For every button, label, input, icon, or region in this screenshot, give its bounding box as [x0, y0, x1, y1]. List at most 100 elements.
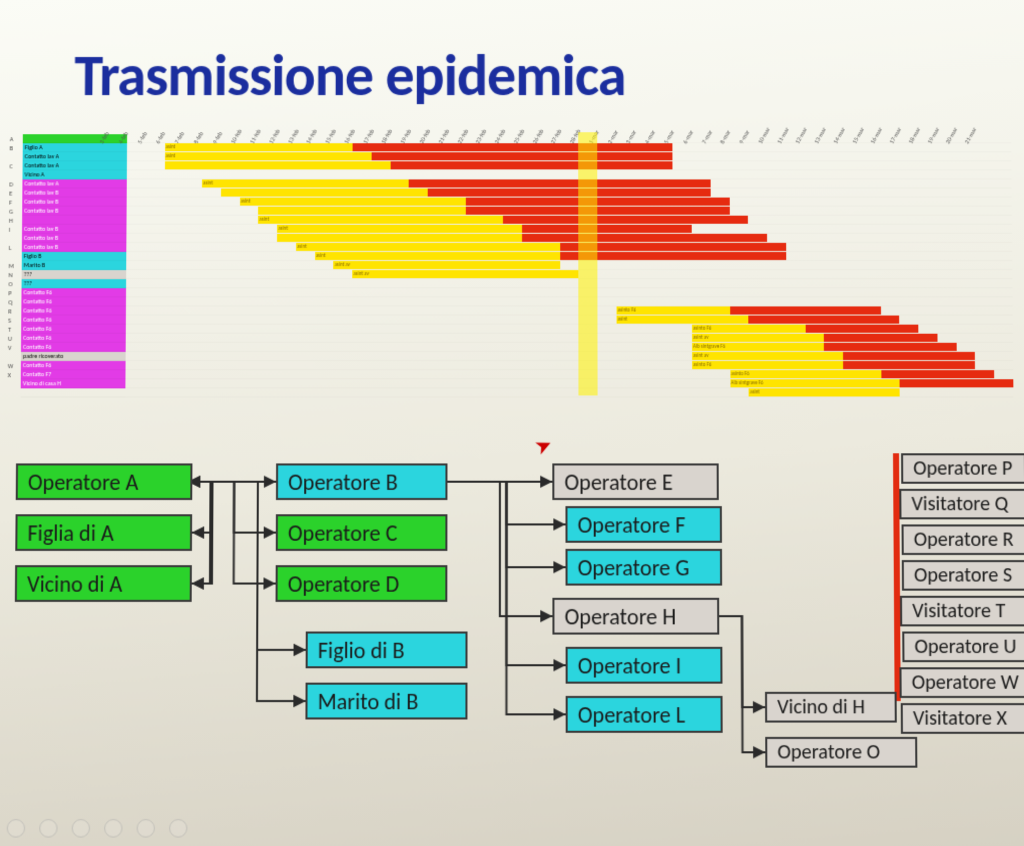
gantt-row: padre ricoveratoasint av [7, 352, 1013, 361]
gantt-row: Vicino A [8, 170, 1011, 179]
gantt-bar [824, 334, 937, 342]
gantt-row: BFiglio Aasint [9, 143, 1012, 152]
gantt-row: Contatto lav Aasint [9, 152, 1012, 161]
flow-node-visT: Visitatore T [900, 596, 1024, 627]
gantt-row: CContatto lav A [9, 161, 1012, 170]
gantt-bar [466, 207, 730, 215]
flow-node-opC: Operatore C [276, 514, 448, 551]
gantt-bar [900, 379, 1013, 387]
flow-node-vicH: Vicino di H [765, 692, 897, 723]
gantt-bar: asinto F6 [692, 325, 805, 333]
gantt-bar: asint [616, 316, 748, 324]
gantt-row: MMarito Basint av [8, 261, 1013, 270]
gantt-bar [749, 316, 900, 324]
flow-node-opG: Operatore G [566, 549, 723, 586]
gantt-row: O??? [7, 279, 1012, 288]
epidemic-gantt: 3-feb4-feb5-feb6-feb7-feb8-feb9-feb10-fe… [6, 100, 1014, 453]
gantt-bar [522, 234, 767, 242]
gantt-row: FContatto lav Basint [8, 198, 1012, 207]
presenter-toolbar[interactable] [7, 819, 188, 838]
gantt-bar: asint [165, 143, 353, 151]
flow-node-opA: Operatore A [16, 463, 193, 500]
gantt-row: LContatto lav Basint [8, 243, 1012, 252]
gantt-bar [824, 343, 956, 351]
gantt-bar [466, 198, 730, 206]
gantt-bar: Alb sintgrave F6 [730, 379, 900, 387]
flow-node-opR: Operatore R [902, 524, 1024, 555]
gantt-bar [560, 243, 786, 251]
gantt-bar: asinto F6 [692, 361, 843, 369]
gantt-bar [503, 216, 748, 224]
gantt-bar [390, 161, 672, 169]
flow-node-visQ: Visitatore Q [899, 489, 1024, 520]
flow-node-visX: Visitatore X [901, 703, 1024, 734]
gantt-bar [428, 189, 710, 197]
gantt-row: QContatto F6 [7, 297, 1012, 306]
gantt-row: IContatto lav Basint [8, 225, 1012, 234]
gantt-bar: asint [258, 216, 503, 224]
gantt-row: Contatto lav B [8, 234, 1012, 243]
gantt-bar [522, 225, 692, 233]
flow-node-figA: Figlia di A [15, 514, 192, 551]
gantt-row: XContatto F7asinto F6 [7, 370, 1014, 379]
gantt-row: TContatto F6asinto F6 [7, 325, 1013, 334]
gantt-row: Vicino di casa HAlb sintgrave F6 [7, 379, 1014, 388]
gantt-bar: asint av [352, 270, 578, 278]
gantt-row: UContatto F6asint av [7, 334, 1013, 343]
flow-node-opO: Operatore O [765, 737, 917, 768]
transmission-flowchart: Operatore A Figlia di A Vicino di A Operato… [0, 463, 1024, 841]
gantt-bar: asint [315, 252, 560, 260]
gantt-row: A [9, 134, 1012, 143]
gantt-row: GContatto lav B [8, 207, 1012, 216]
flow-node-opD: Operatore D [276, 565, 448, 602]
gantt-bar: asint av [692, 334, 824, 342]
gantt-bar [881, 370, 994, 378]
gantt-bar [730, 306, 881, 314]
flow-node-opW: Operatore W [899, 667, 1024, 698]
gantt-bar: asint [202, 179, 409, 187]
flow-node-opU: Operatore U [902, 632, 1024, 663]
gantt-row: DContatto lav Aasint [8, 179, 1011, 188]
gantt-bar [277, 234, 522, 242]
flow-node-marB: Marito di B [305, 683, 467, 720]
gantt-bar [843, 361, 975, 369]
gantt-bar [165, 161, 391, 169]
gantt-bar [805, 325, 918, 333]
gantt-row: N???asint av [8, 270, 1013, 279]
flow-node-vicA: Vicino di A [15, 565, 192, 602]
gantt-bar: asint [749, 388, 900, 396]
gantt-bar: asint [277, 225, 522, 233]
gantt-bar [353, 143, 673, 151]
gantt-row: SContatto F6asint [7, 316, 1013, 325]
gantt-row: EContatto lav B [8, 189, 1011, 198]
gantt-row: Figlio Basint [8, 252, 1013, 261]
gantt-row: asint [7, 388, 1014, 397]
flow-node-opL: Operatore L [566, 696, 723, 733]
flow-node-opS: Operatore S [902, 560, 1024, 591]
gantt-bar: asint av [334, 261, 560, 269]
flow-node-opH: Operatore H [552, 598, 719, 635]
flow-node-opB: Operatore B [276, 463, 448, 500]
flow-node-opE: Operatore E [552, 463, 718, 500]
gantt-bar: asinto F6 [616, 306, 729, 314]
gantt-row: Hasint [8, 216, 1012, 225]
gantt-bar: asint av [692, 352, 843, 360]
gantt-bar [258, 207, 465, 215]
gantt-bar: asint [240, 198, 466, 206]
gantt-bar [409, 179, 710, 187]
flow-node-opI: Operatore I [566, 647, 723, 684]
gantt-bar [372, 152, 673, 160]
flow-node-opP: Operatore P [901, 453, 1024, 483]
gantt-row: VContatto F6Alb sintgrave F6 [7, 343, 1013, 352]
gantt-bar: asint [296, 243, 560, 251]
gantt-bar: asinto F6 [730, 370, 881, 378]
gantt-bar: Alb sintgrave F6 [692, 343, 824, 351]
gantt-row: PContatto F6 [7, 288, 1012, 297]
gantt-bar: asint [165, 152, 372, 160]
gantt-row: WContatto F6asinto F6 [7, 361, 1013, 370]
gantt-bar [221, 189, 428, 197]
gantt-bar [843, 352, 975, 360]
flow-node-figB: Figlio di B [306, 632, 468, 669]
gantt-row: RContatto F6asinto F6 [7, 306, 1013, 315]
gantt-bar [560, 252, 786, 260]
